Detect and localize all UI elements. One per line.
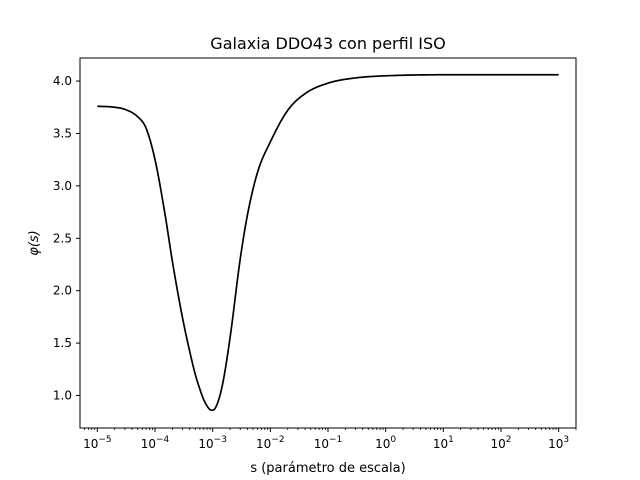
x-tick-base: 10 — [314, 437, 329, 451]
y-axis-ticks: 1.0 1.5 2.0 2.5 3.0 3.5 4.0 — [53, 74, 80, 403]
x-tick-base: 10 — [375, 437, 390, 451]
x-tick-base: 10 — [548, 437, 563, 451]
x-tick-exponent: 2 — [506, 435, 512, 445]
x-tick-base: 10 — [256, 437, 271, 451]
x-tick-label: 10−3 — [198, 435, 227, 451]
x-tick-label: 102 — [490, 435, 511, 451]
x-tick-exponent: −5 — [98, 435, 111, 445]
x-tick-label: 10−2 — [256, 435, 285, 451]
x-tick-base: 10 — [490, 437, 505, 451]
x-tick-label: 100 — [375, 435, 396, 451]
x-tick-exponent: −3 — [214, 435, 227, 445]
x-tick-exponent: −1 — [329, 435, 342, 445]
x-tick-label: 10−4 — [141, 435, 170, 451]
y-tick-label: 3.0 — [53, 179, 72, 193]
y-tick-label: 3.5 — [53, 126, 72, 140]
x-tick-base: 10 — [433, 437, 448, 451]
y-tick-label: 2.5 — [53, 231, 72, 245]
x-tick-exponent: −4 — [156, 435, 170, 445]
x-tick-label: 103 — [548, 435, 569, 451]
series-line — [97, 73, 559, 412]
x-tick-exponent: 1 — [448, 435, 454, 445]
y-axis-label: φ(s) — [27, 230, 42, 256]
y-tick-label: 4.0 — [53, 74, 72, 88]
x-tick-label: 10−5 — [83, 435, 112, 451]
x-tick-base: 10 — [198, 437, 213, 451]
y-tick-label: 1.5 — [53, 336, 72, 350]
y-tick-label: 1.0 — [53, 389, 72, 403]
y-tick-label: 2.0 — [53, 284, 72, 298]
x-tick-exponent: 0 — [390, 435, 396, 445]
x-tick-label: 10−1 — [314, 435, 343, 451]
x-tick-base: 10 — [141, 437, 156, 451]
x-axis-label: s (parámetro de escala) — [250, 461, 405, 476]
plot-frame — [79, 57, 577, 429]
x-tick-exponent: 3 — [563, 435, 569, 445]
x-axis-ticks: 10−5 10−4 10−3 10−2 10−1 100 101 102 103 — [83, 428, 569, 451]
chart-title: Galaxia DDO43 con perfil ISO — [210, 34, 445, 53]
x-tick-exponent: −2 — [271, 435, 284, 445]
x-tick-base: 10 — [83, 437, 98, 451]
x-tick-label: 101 — [433, 435, 454, 451]
